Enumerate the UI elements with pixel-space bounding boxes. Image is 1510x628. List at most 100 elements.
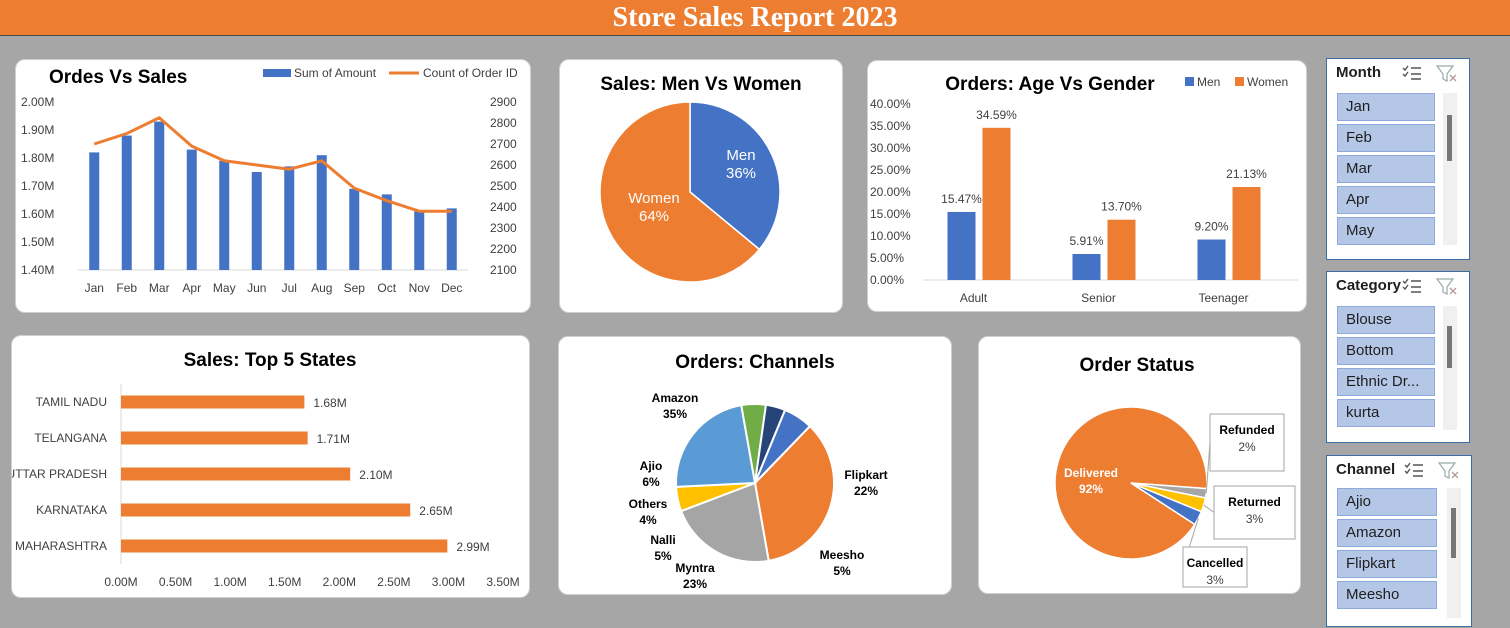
slice-value: 36% xyxy=(726,165,756,182)
slicer-item[interactable]: Meesho xyxy=(1337,581,1437,609)
y-tick-label: TELANGANA xyxy=(34,431,107,445)
orders-age-gender-card[interactable]: Orders: Age Vs Gender Men Women 0.00% 5.00% 1… xyxy=(867,60,1307,312)
orders-channels-card[interactable]: Orders: Channels Amazon 35% Flipkart 22% Mees… xyxy=(558,336,952,595)
month-slicer[interactable]: Month Jan Feb Mar Apr May xyxy=(1326,58,1470,260)
bar xyxy=(446,208,457,270)
bar xyxy=(121,431,308,445)
y2-tick-label: 2200 xyxy=(490,242,517,256)
y-tick-label: 1.80M xyxy=(21,151,54,165)
slicer-item[interactable]: Mar xyxy=(1337,155,1435,183)
y-tick-label: MAHARASHTRA xyxy=(15,539,107,553)
x-tick-label: Jun xyxy=(247,281,266,295)
category-slicer-title: Category xyxy=(1336,277,1402,294)
channel-slicer-title: Channel xyxy=(1336,461,1396,478)
x-tick-label: Senior xyxy=(1081,291,1116,305)
slice-label: Nalli xyxy=(650,533,675,547)
slicer-item[interactable]: Jan xyxy=(1337,93,1435,121)
slice-label: Meesho xyxy=(820,548,865,562)
channel-slicer[interactable]: Channel Ajio Amazon Flipkart Meesho xyxy=(1326,455,1472,627)
slicer-item[interactable]: Ethnic Dr... xyxy=(1337,368,1435,396)
slicer-scroll-thumb[interactable] xyxy=(1451,508,1456,558)
slicer-item[interactable]: Amazon xyxy=(1337,519,1437,547)
bar xyxy=(284,166,295,270)
order-status-card[interactable]: Order Status Delivered 92% Refunded 2% Return… xyxy=(978,336,1301,594)
leader-line xyxy=(1203,504,1215,513)
pie-slice xyxy=(599,101,761,283)
orders-channels-chart: Orders: Channels Amazon 35% Flipkart 22% Mees… xyxy=(629,352,888,591)
slicer-item[interactable]: Bottom xyxy=(1337,337,1435,365)
top-states-card[interactable]: Sales: Top 5 States TAMIL NADU 1.68M TELANG… xyxy=(7,335,530,598)
slicer-scrollbar[interactable] xyxy=(1443,306,1457,430)
slicer-item[interactable]: Blouse xyxy=(1337,306,1435,334)
chart-title: Sales: Men Vs Women xyxy=(600,74,801,95)
y-tick-label: KARNATAKA xyxy=(36,503,107,517)
slicer-scrollbar[interactable] xyxy=(1447,488,1461,618)
x-tick-label: 1.00M xyxy=(213,575,246,589)
data-label: 2.99M xyxy=(456,540,489,554)
legend-swatch-women xyxy=(1235,77,1244,86)
legend-swatch-men xyxy=(1185,77,1194,86)
slice-value: 6% xyxy=(642,475,660,489)
multi-select-icon[interactable] xyxy=(1403,461,1425,484)
count-line xyxy=(93,116,452,213)
bar xyxy=(1107,219,1136,280)
data-label: 1.68M xyxy=(313,396,346,410)
data-label: 2.10M xyxy=(359,468,392,482)
y-tick-label: 1.70M xyxy=(21,179,54,193)
chart-title: Ordes Vs Sales xyxy=(49,67,187,88)
slice-value: 92% xyxy=(1079,482,1103,496)
data-label: 1.71M xyxy=(317,432,350,446)
pie-slice xyxy=(753,424,835,562)
slice-value: 3% xyxy=(1206,573,1224,587)
y2-tick-label: 2600 xyxy=(490,158,517,172)
y2-tick-label: 2400 xyxy=(490,200,517,214)
y-tick-label: 35.00% xyxy=(870,119,911,133)
y-tick-label: 30.00% xyxy=(870,141,911,155)
slicer-item[interactable]: Flipkart xyxy=(1337,550,1437,578)
bar xyxy=(349,188,360,270)
sales-men-women-card[interactable]: Sales: Men Vs Women Men 36% Women 64% xyxy=(559,59,843,313)
report-banner: Store Sales Report 2023 xyxy=(0,0,1510,36)
slicer-item[interactable]: Apr xyxy=(1337,186,1435,214)
y-tick-label: 0.00% xyxy=(870,273,904,287)
slicer-item[interactable]: Feb xyxy=(1337,124,1435,152)
bar xyxy=(154,121,165,270)
slice-value: 5% xyxy=(654,549,672,563)
multi-select-icon[interactable] xyxy=(1401,277,1423,300)
x-tick-label: 3.00M xyxy=(432,575,465,589)
y-tick-label: UTTAR PRADESH xyxy=(12,467,107,481)
slice-label: Others xyxy=(629,497,668,511)
slicer-item[interactable]: May xyxy=(1337,217,1435,245)
clear-filter-icon[interactable] xyxy=(1437,461,1461,486)
data-label: 21.13% xyxy=(1226,167,1267,181)
orders-age-gender-chart: Orders: Age Vs Gender Men Women 0.00% 5.00% 1… xyxy=(870,74,1298,305)
orders-vs-sales-card[interactable]: Ordes Vs Sales Sum of Amount Count of Orde… xyxy=(15,59,531,313)
slicer-item[interactable]: Ajio xyxy=(1337,488,1437,516)
x-tick-label: Teenager xyxy=(1198,291,1248,305)
x-tick-label: Adult xyxy=(960,291,988,305)
pie-slice xyxy=(689,101,781,251)
legend-label: Count of Order ID xyxy=(423,66,518,80)
slicer-item[interactable]: kurta xyxy=(1337,399,1435,427)
legend-label: Men xyxy=(1197,75,1220,89)
clear-filter-icon[interactable] xyxy=(1435,64,1459,89)
pie-slice xyxy=(675,404,757,488)
slicer-scrollbar[interactable] xyxy=(1443,93,1457,245)
x-tick-label: 0.50M xyxy=(159,575,192,589)
data-label: 15.47% xyxy=(941,192,982,206)
x-tick-label: 2.50M xyxy=(377,575,410,589)
bar xyxy=(414,211,425,270)
y-tick-label: 40.00% xyxy=(870,97,911,111)
bar xyxy=(89,152,100,270)
bar xyxy=(381,194,392,270)
data-label: 34.59% xyxy=(976,108,1017,122)
data-label: 5.91% xyxy=(1069,234,1103,248)
slicer-scroll-thumb[interactable] xyxy=(1447,326,1452,368)
slicer-scroll-thumb[interactable] xyxy=(1447,115,1452,161)
clear-filter-icon[interactable] xyxy=(1435,277,1459,302)
y-tick-label: 2.00M xyxy=(21,95,54,109)
category-slicer[interactable]: Category Blouse Bottom Ethnic Dr... kurt… xyxy=(1326,271,1470,443)
bar xyxy=(1072,253,1101,280)
legend-swatch-amount xyxy=(263,69,291,77)
multi-select-icon[interactable] xyxy=(1401,64,1423,87)
